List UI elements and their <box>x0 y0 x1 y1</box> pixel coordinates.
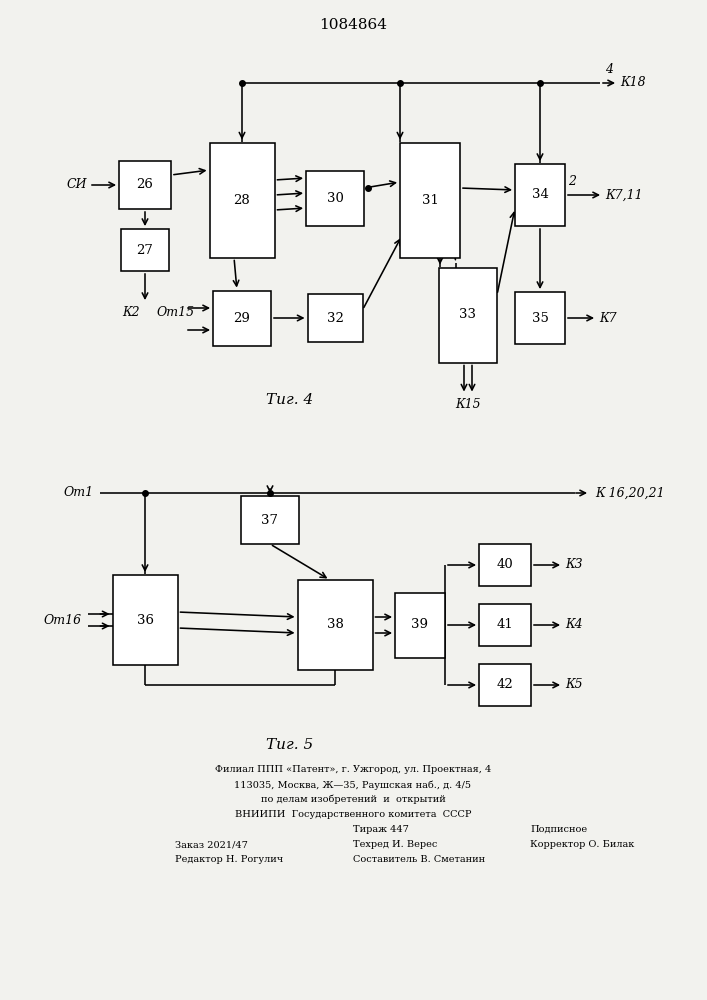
Text: К5: К5 <box>565 678 583 692</box>
Text: Составитель В. Сметанин: Составитель В. Сметанин <box>353 855 485 864</box>
Text: Техред И. Верес: Техред И. Верес <box>353 840 438 849</box>
Text: К4: К4 <box>565 618 583 632</box>
Bar <box>439 267 497 362</box>
Text: Τиг. 5: Τиг. 5 <box>267 738 314 752</box>
Bar <box>479 544 531 586</box>
Bar <box>213 290 271 346</box>
Text: СИ: СИ <box>66 178 87 192</box>
Text: Тираж 447: Тираж 447 <box>353 825 409 834</box>
Text: Заказ 2021/47: Заказ 2021/47 <box>175 840 248 849</box>
Text: 33: 33 <box>460 308 477 322</box>
Bar <box>306 170 364 226</box>
Text: 113035, Москва, Ж—35, Раушская наб., д. 4/5: 113035, Москва, Ж—35, Раушская наб., д. … <box>235 780 472 790</box>
Text: 39: 39 <box>411 618 428 632</box>
Text: 37: 37 <box>262 514 279 526</box>
Text: 32: 32 <box>327 312 344 324</box>
Bar <box>515 164 565 226</box>
Text: 41: 41 <box>496 618 513 632</box>
Bar <box>308 294 363 342</box>
Text: 26: 26 <box>136 178 153 192</box>
Text: 40: 40 <box>496 558 513 572</box>
Text: Редактор Н. Рогулич: Редактор Н. Рогулич <box>175 855 283 864</box>
Text: К2: К2 <box>122 306 140 319</box>
Bar <box>400 142 460 257</box>
Bar <box>479 664 531 706</box>
Bar <box>515 292 565 344</box>
Text: Подписное: Подписное <box>530 825 587 834</box>
Text: 35: 35 <box>532 312 549 324</box>
Bar <box>119 161 171 209</box>
Bar <box>121 229 169 271</box>
Text: 29: 29 <box>233 312 250 324</box>
Text: Корректор О. Билак: Корректор О. Билак <box>530 840 634 849</box>
Text: Τиг. 4: Τиг. 4 <box>267 393 314 407</box>
Text: К7,11: К7,11 <box>605 188 643 202</box>
Text: 34: 34 <box>532 188 549 202</box>
Bar <box>298 580 373 670</box>
Text: К3: К3 <box>565 558 583 572</box>
Text: Филиал ППП «Патент», г. Ужгород, ул. Проектная, 4: Филиал ППП «Патент», г. Ужгород, ул. Про… <box>215 765 491 774</box>
Bar <box>241 496 299 544</box>
Text: 42: 42 <box>496 678 513 692</box>
Text: К 16,20,21: К 16,20,21 <box>595 487 665 499</box>
Bar <box>112 575 177 665</box>
Text: 1084864: 1084864 <box>319 18 387 32</box>
Text: 30: 30 <box>327 192 344 205</box>
Text: 2: 2 <box>568 175 576 188</box>
Text: 31: 31 <box>421 194 438 207</box>
Text: 28: 28 <box>233 194 250 207</box>
Text: От15: От15 <box>157 306 195 319</box>
Bar <box>395 592 445 658</box>
Text: 4: 4 <box>605 63 613 76</box>
Text: 36: 36 <box>136 613 153 626</box>
Text: К15: К15 <box>455 398 481 412</box>
Text: 38: 38 <box>327 618 344 632</box>
Bar <box>479 604 531 646</box>
Text: К18: К18 <box>620 77 645 90</box>
Text: От16: От16 <box>44 613 82 626</box>
Text: К7: К7 <box>599 312 617 324</box>
Text: по делам изобретений  и  открытий: по делам изобретений и открытий <box>261 795 445 804</box>
Text: ВНИИПИ  Государственного комитета  СССР: ВНИИПИ Государственного комитета СССР <box>235 810 472 819</box>
Text: От1: От1 <box>64 487 94 499</box>
Bar <box>209 142 274 257</box>
Text: 27: 27 <box>136 243 153 256</box>
